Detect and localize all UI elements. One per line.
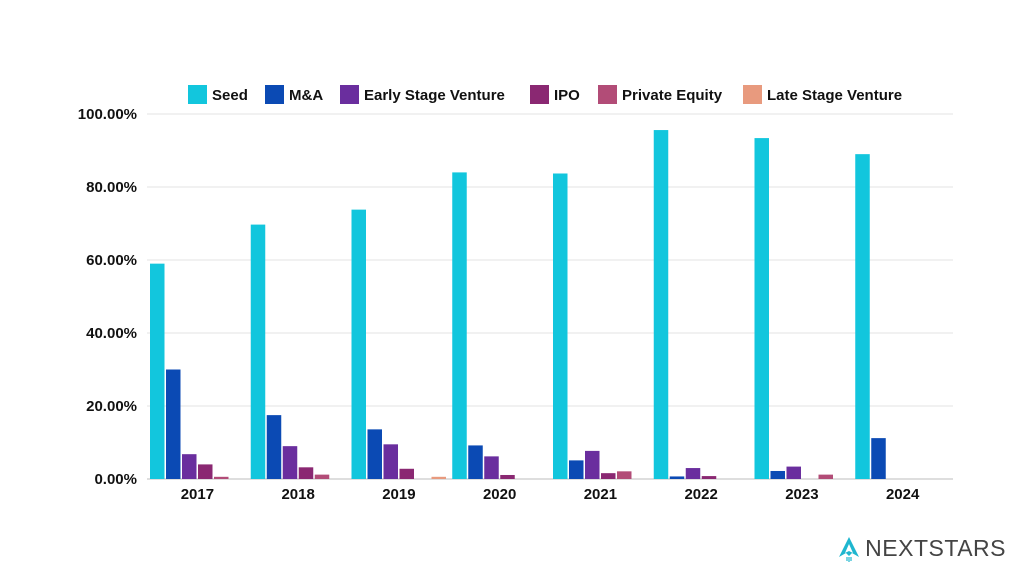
bar-seed-2017 (150, 263, 165, 479)
y-tick-label: 0.00% (94, 471, 137, 488)
bars (150, 130, 886, 479)
bar-ipo-2020 (500, 474, 515, 479)
x-tick-label: 2019 (382, 486, 415, 503)
legend-swatch (265, 85, 284, 104)
legend-swatch (188, 85, 207, 104)
bar-m-a-2017 (166, 369, 181, 479)
legend-label: Early Stage Venture (364, 87, 505, 104)
bar-ipo-2021 (601, 473, 616, 479)
bar-m-a-2022 (669, 476, 685, 479)
legend-swatch (598, 85, 617, 104)
y-tick-label: 40.00% (86, 325, 137, 342)
bar-seed-2020 (452, 172, 467, 479)
bar-seed-2022 (653, 130, 669, 479)
bar-ipo-2017 (198, 464, 213, 479)
legend-label: IPO (554, 87, 580, 104)
brand-name: NEXTSTARS (865, 535, 1006, 561)
legend-swatch (743, 85, 762, 104)
bar-m-a-2020 (468, 445, 483, 479)
legend: Seed M&A Early Stage Venture IPO Private Equ… (188, 85, 902, 104)
bar-private-equity-2023 (818, 474, 833, 479)
y-tick-label: 20.00% (86, 398, 137, 415)
nextstars-logo: NEXTSTARS (837, 535, 1006, 562)
bar-early-stage-venture-2017 (182, 454, 197, 479)
x-tick-label: 2024 (886, 486, 920, 503)
bar-early-stage-venture-2020 (484, 456, 499, 479)
x-tick-label: 2022 (684, 486, 717, 503)
bar-private-equity-2021 (617, 471, 632, 479)
bar-early-stage-venture-2018 (282, 446, 298, 479)
legend-swatch (530, 85, 549, 104)
x-axis-ticks: 2017 2018 2019 2020 2021 2022 2023 2024 (181, 486, 920, 503)
legend-label: M&A (289, 87, 323, 104)
y-axis-ticks: 0.00% 20.00% 40.00% 60.00% 80.00% 100.00% (78, 106, 137, 488)
bar-seed-2024 (855, 154, 870, 479)
bar-early-stage-venture-2023 (786, 466, 801, 479)
bar-m-a-2023 (770, 470, 785, 479)
bar-private-equity-2017 (214, 476, 229, 479)
bar-m-a-2019 (367, 429, 382, 479)
x-tick-label: 2021 (584, 486, 617, 503)
bar-ipo-2018 (298, 467, 314, 479)
legend-label: Private Equity (622, 87, 723, 104)
rocket-icon (839, 536, 860, 562)
x-tick-label: 2017 (181, 486, 214, 503)
y-tick-label: 60.00% (86, 252, 137, 269)
bar-ipo-2019 (399, 468, 414, 479)
bar-late-stage-venture-2019 (431, 476, 446, 479)
y-tick-label: 100.00% (78, 106, 137, 123)
bar-seed-2018 (250, 224, 266, 479)
y-tick-label: 80.00% (86, 179, 137, 196)
bar-seed-2021 (553, 173, 568, 479)
bar-seed-2023 (754, 138, 769, 479)
bar-m-a-2021 (569, 460, 584, 479)
x-tick-label: 2020 (483, 486, 516, 503)
x-tick-label: 2023 (785, 486, 818, 503)
bar-m-a-2018 (266, 415, 282, 479)
bar-m-a-2024 (871, 438, 886, 479)
legend-swatch (340, 85, 359, 104)
bar-early-stage-venture-2019 (383, 444, 398, 479)
bar-seed-2019 (351, 209, 366, 479)
legend-label: Seed (212, 87, 248, 104)
bar-private-equity-2018 (314, 474, 330, 479)
bar-ipo-2022 (701, 476, 717, 479)
bar-early-stage-venture-2021 (585, 450, 600, 479)
legend-label: Late Stage Venture (767, 87, 902, 104)
bar-early-stage-venture-2022 (685, 468, 701, 479)
x-tick-label: 2018 (281, 486, 314, 503)
